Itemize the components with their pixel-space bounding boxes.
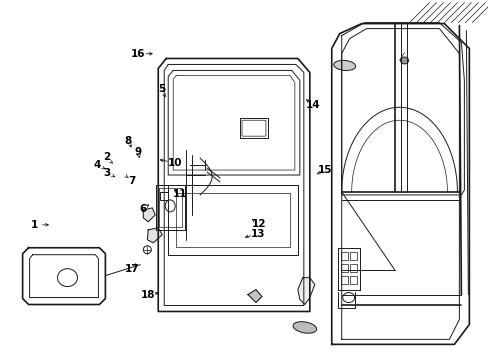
Bar xyxy=(160,192,168,200)
Polygon shape xyxy=(143,208,155,222)
Ellipse shape xyxy=(342,293,354,302)
Text: 7: 7 xyxy=(128,176,136,186)
Text: 1: 1 xyxy=(31,220,39,230)
Text: 2: 2 xyxy=(103,152,110,162)
Text: 12: 12 xyxy=(251,219,266,229)
Ellipse shape xyxy=(292,321,316,333)
Text: 3: 3 xyxy=(103,168,110,178)
Bar xyxy=(349,264,356,272)
Text: 9: 9 xyxy=(134,147,142,157)
Polygon shape xyxy=(147,228,162,243)
Ellipse shape xyxy=(143,246,151,254)
Text: 5: 5 xyxy=(158,84,165,94)
Text: 10: 10 xyxy=(168,158,182,168)
Text: 13: 13 xyxy=(250,229,265,239)
Text: 15: 15 xyxy=(317,165,331,175)
Text: 18: 18 xyxy=(141,291,155,301)
Ellipse shape xyxy=(58,269,77,287)
Text: 16: 16 xyxy=(131,49,145,59)
Polygon shape xyxy=(297,278,314,305)
Text: 17: 17 xyxy=(125,264,140,274)
Ellipse shape xyxy=(333,60,355,71)
FancyBboxPatch shape xyxy=(242,120,265,136)
Bar xyxy=(349,276,356,284)
Text: 8: 8 xyxy=(124,136,132,145)
Bar xyxy=(349,252,356,260)
Ellipse shape xyxy=(400,57,407,64)
Ellipse shape xyxy=(165,200,175,212)
Polygon shape xyxy=(247,289,262,302)
Text: 11: 11 xyxy=(173,189,187,199)
Bar xyxy=(340,252,347,260)
Bar xyxy=(340,276,347,284)
Text: 6: 6 xyxy=(139,204,146,214)
Bar xyxy=(340,264,347,272)
Text: 4: 4 xyxy=(93,159,101,170)
Text: 14: 14 xyxy=(305,100,320,110)
